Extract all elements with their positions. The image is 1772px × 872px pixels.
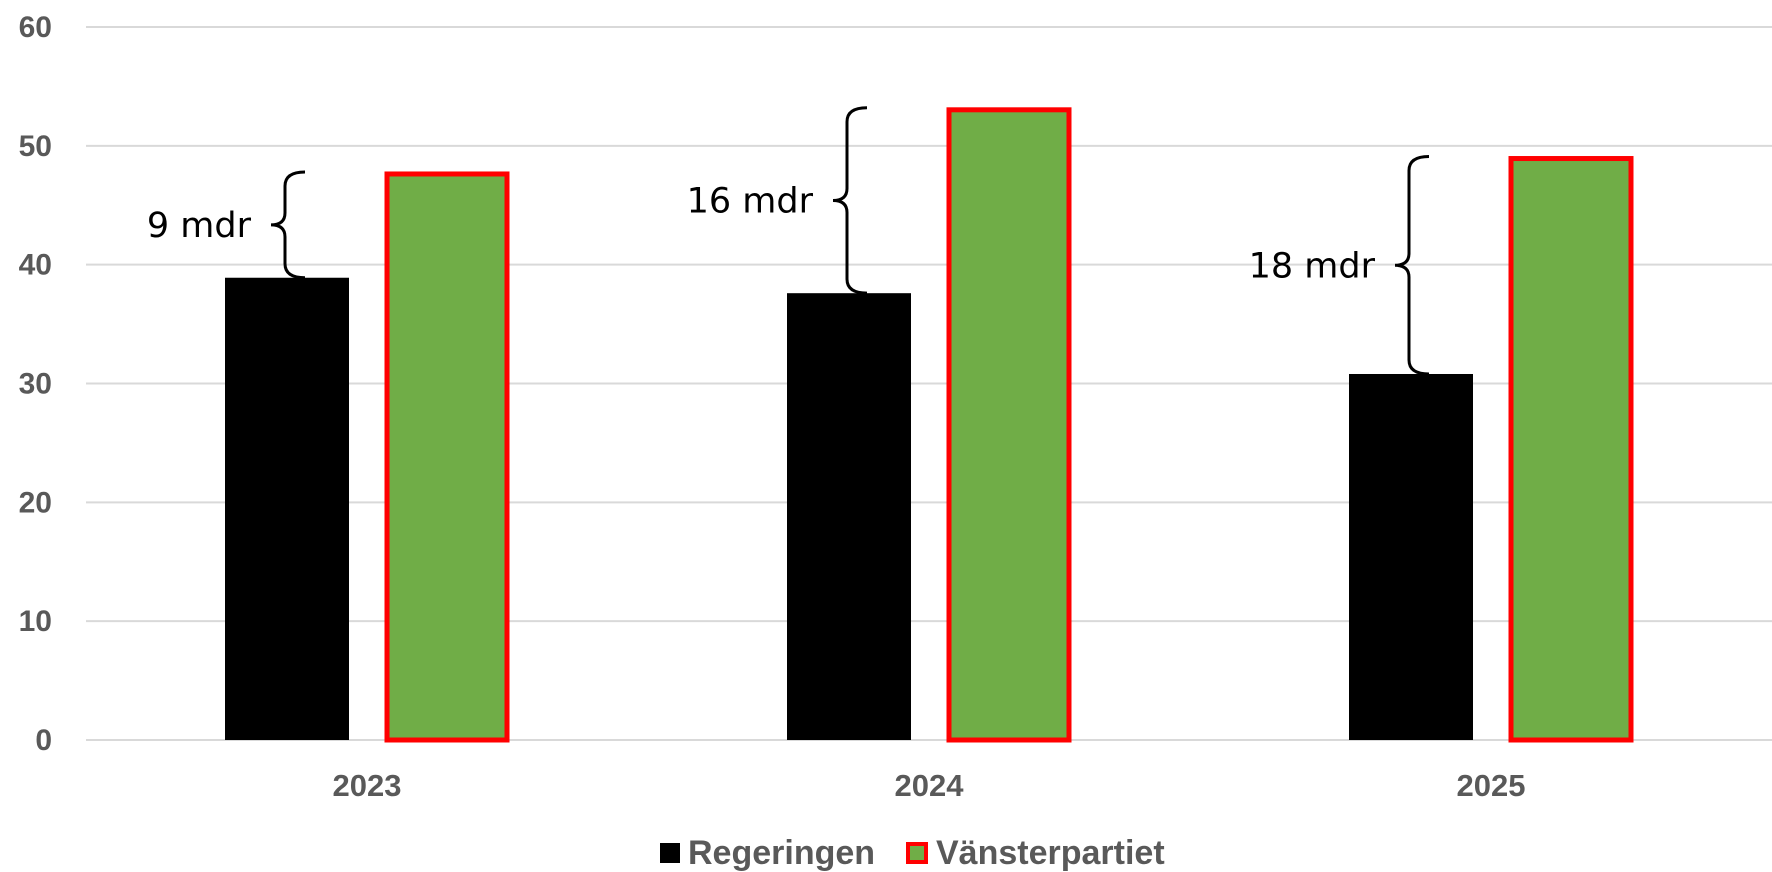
bar-regeringen	[1349, 373, 1473, 740]
x-axis-categories: 2023 2024 2025	[333, 768, 1526, 803]
y-axis-ticks: 0 10 20 30 40 50 60	[19, 11, 52, 757]
x-category-label: 2023	[333, 768, 402, 803]
gap-brace	[1394, 155, 1430, 376]
y-tick-label: 50	[19, 130, 52, 163]
x-category-label: 2024	[895, 768, 965, 803]
gap-label: 9 mdr	[147, 206, 252, 246]
bar-vansterpartiet	[946, 107, 1072, 743]
legend-label-vansterpartiet: Vänsterpartiet	[936, 834, 1165, 872]
legend: Regeringen Vänsterpartiet	[660, 834, 1165, 872]
gap-brace	[270, 170, 306, 280]
y-tick-label: 30	[19, 368, 52, 401]
bar-vansterpartiet	[1508, 156, 1634, 743]
gap-brace	[832, 106, 868, 295]
gridlines	[86, 26, 1772, 741]
gap-label: 16 mdr	[687, 181, 814, 221]
bar-vansterpartiet	[384, 171, 510, 743]
x-category-label: 2025	[1457, 768, 1526, 803]
bars	[225, 107, 1634, 743]
bar-regeringen	[225, 277, 349, 740]
legend-label-regeringen: Regeringen	[688, 834, 875, 872]
gap-label: 18 mdr	[1249, 246, 1376, 286]
y-tick-label: 40	[19, 249, 52, 282]
gap-annotations: 9 mdr 16 mdr 18 mdr	[147, 106, 1430, 376]
legend-swatch-regeringen	[660, 843, 680, 863]
y-tick-label: 0	[35, 724, 52, 757]
y-tick-label: 20	[19, 486, 52, 519]
bar-regeringen	[787, 293, 911, 740]
y-tick-label: 60	[19, 11, 52, 44]
y-tick-label: 10	[19, 605, 52, 638]
legend-swatch-vansterpartiet	[906, 842, 928, 864]
